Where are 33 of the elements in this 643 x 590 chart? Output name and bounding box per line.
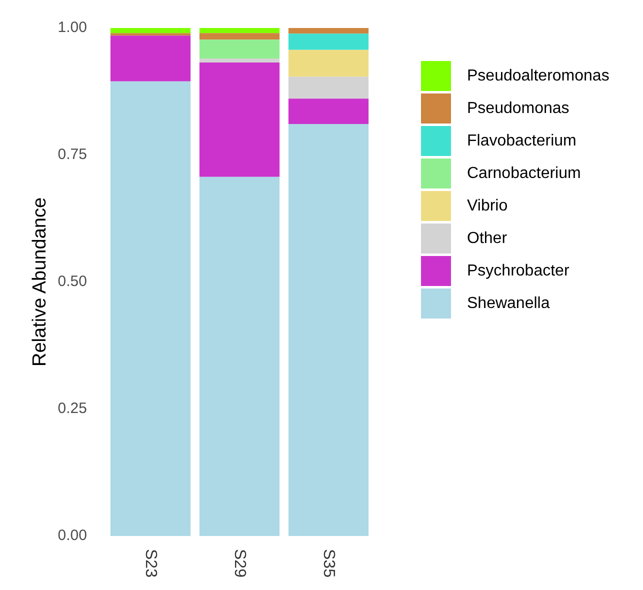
y-tick-label: 0.75 [58,146,87,164]
legend-label: Pseudoalteromonas [467,67,610,84]
y-axis-title: Relative Abundance [30,197,51,367]
bar [110,81,191,536]
bar [288,76,369,99]
bar [199,40,280,58]
y-tick-label: 1.00 [58,19,87,36]
bar [199,28,280,34]
bar [288,34,369,50]
bar [288,50,369,77]
bar [288,124,369,536]
bar [288,98,369,124]
y-tick-label: 0.25 [58,400,87,418]
bar [110,33,191,36]
bar [288,28,369,34]
bar [199,33,280,40]
legend-label: Carnobacterium [467,164,581,182]
legend-label: Flavobacterium [467,132,576,150]
legend-label: Vibrio [467,197,508,214]
y-tick-label: 0.00 [58,527,87,544]
bar [110,28,191,34]
x-tick-label: S23 [142,549,160,578]
bar [199,62,280,177]
legend-label: Psychrobacter [467,262,570,280]
legend-label: Shewanella [467,294,550,312]
x-tick-label: S35 [320,549,338,578]
legend-label: Other [467,230,508,247]
bar [199,58,280,63]
x-tick-label: S29 [231,549,248,578]
bar [199,176,280,536]
legend-label: Pseudomonas [467,100,570,117]
y-tick-label: 0.50 [58,273,87,290]
bar [110,36,191,82]
